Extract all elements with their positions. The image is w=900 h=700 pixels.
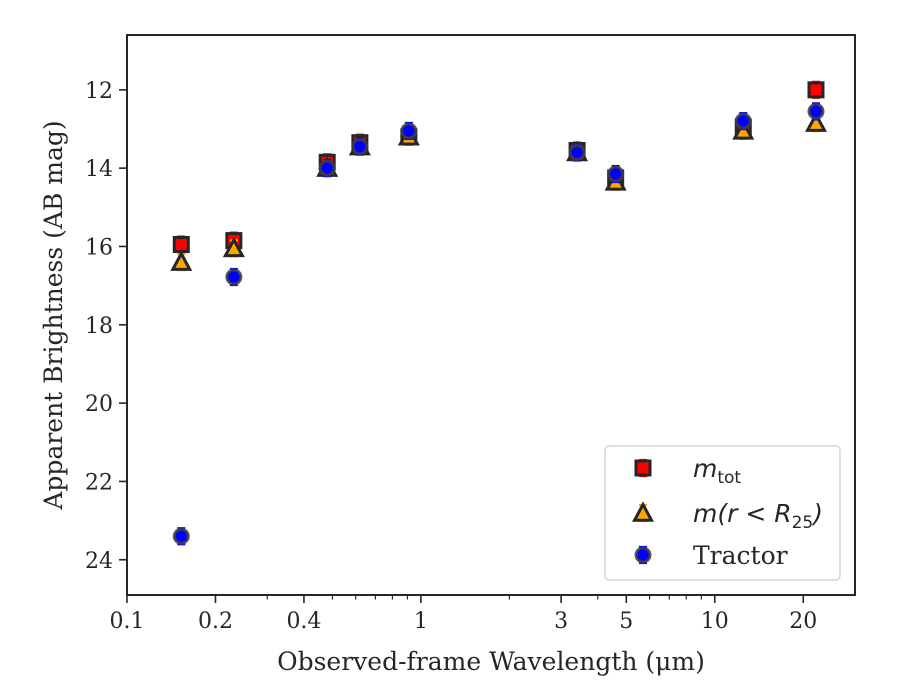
x-tick-label: 0.1 xyxy=(110,609,145,634)
y-tick-label: 22 xyxy=(85,470,113,495)
data-point-r25 xyxy=(170,250,193,272)
y-tick-label: 16 xyxy=(85,235,113,260)
data-point-tractor xyxy=(172,527,190,546)
y-axis-ticks: 12 14 16 18 20 22 24 xyxy=(85,79,127,574)
legend-marker-r25 xyxy=(631,501,655,523)
y-tick-label: 14 xyxy=(85,157,113,182)
x-axis-ticks: 0.1 0.2 0.4 1 3 5 10 20 xyxy=(110,595,817,634)
data-point-tractor xyxy=(351,137,369,156)
data-point-mtot xyxy=(807,80,825,99)
data-point-tractor xyxy=(568,143,586,162)
data-point-mtot xyxy=(172,235,190,254)
data-point-tractor xyxy=(318,159,336,178)
data-point-tractor xyxy=(400,121,418,141)
legend-marker-mtot xyxy=(634,458,652,478)
x-tick-label: 3 xyxy=(554,609,568,634)
data-point-tractor xyxy=(607,164,625,184)
legend: mtot m(r < R25) Tractor xyxy=(604,445,841,581)
x-tick-label: 0.2 xyxy=(198,609,233,634)
data-point-tractor xyxy=(734,112,752,131)
y-tick-label: 20 xyxy=(85,392,113,417)
plot-frame xyxy=(126,34,856,596)
x-tick-label: 10 xyxy=(701,609,729,634)
y-tick-label: 12 xyxy=(85,79,113,104)
legend-label-mtot: mtot xyxy=(693,454,741,488)
x-tick-label: 1 xyxy=(414,609,428,634)
legend-marker-tractor xyxy=(634,545,652,565)
legend-label-tractor: Tractor xyxy=(693,541,788,570)
x-tick-label: 0.4 xyxy=(286,609,321,634)
data-markers xyxy=(170,80,828,546)
data-point-tractor xyxy=(225,267,243,287)
y-axis-label: Apparent Brightness (AB mag) xyxy=(39,120,68,510)
x-tick-label: 5 xyxy=(619,609,633,634)
legend-label-r25: m(r < R25) xyxy=(693,499,823,533)
data-point-r25 xyxy=(804,111,828,133)
data-point-r25 xyxy=(222,236,245,258)
y-tick-label: 24 xyxy=(85,549,113,574)
y-tick-label: 18 xyxy=(85,314,113,339)
x-axis-label: Observed-frame Wavelength (μm) xyxy=(277,647,705,676)
x-tick-label: 20 xyxy=(789,609,817,634)
legend-box xyxy=(604,445,841,581)
data-point-tractor xyxy=(807,102,825,121)
